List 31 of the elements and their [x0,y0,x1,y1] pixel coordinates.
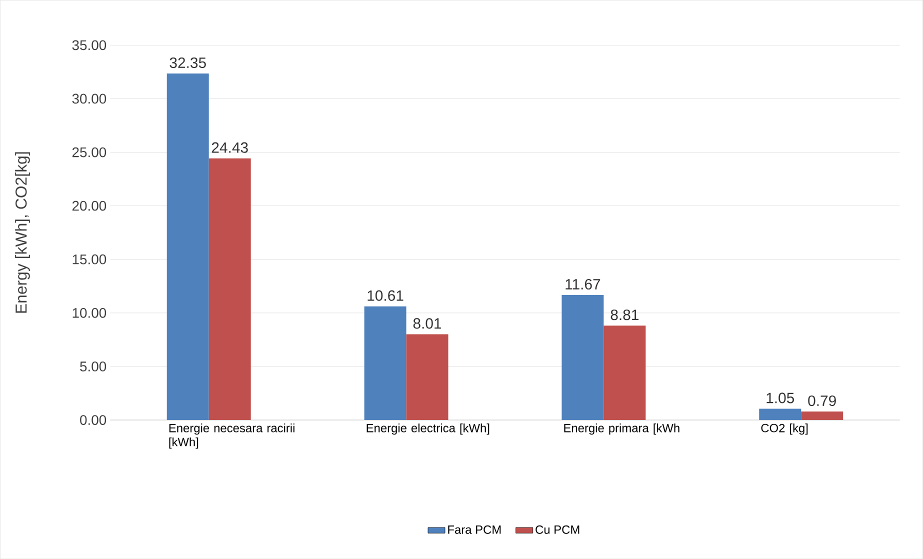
data-label: 11.67 [566,278,600,290]
x-tick-label: Energie electrica [kWh] [366,423,490,435]
bar [562,294,604,420]
bar [406,334,448,420]
x-tick-label: Energie primara [kWh [564,423,680,435]
y-tick-label: 25.00 [72,147,106,158]
y-tick-label: 35.00 [72,40,106,50]
data-label: 10.61 [368,290,404,301]
data-label: 0.79 [808,395,836,406]
y-tick-label: 20.00 [72,200,106,211]
data-label: 1.05 [766,392,794,404]
data-label: 8.81 [610,309,638,320]
bar [364,306,406,420]
bar [801,411,844,420]
bar [166,73,209,420]
legend-label: Cu PCM [536,525,580,534]
y-tick-label: 30.00 [72,94,106,104]
x-tick-label: Energie necesara racirii [kWh] [169,423,294,449]
y-tick-label: 5.00 [80,361,106,372]
data-label: 32.35 [170,57,206,68]
bar [759,408,802,420]
y-tick-label: 10.00 [72,308,106,318]
y-tick-label: 0.00 [80,414,106,425]
bar [208,158,251,420]
data-label: 8.01 [413,318,442,329]
data-label: 24.43 [212,142,248,153]
y-axis-title: Energy [kWh], CO2[kg] [15,152,30,313]
legend-label: Fara PCM [448,525,501,534]
y-tick-label: 15.00 [72,254,106,264]
x-tick-label: CO2 [kg] [761,423,808,435]
bar [604,326,646,420]
